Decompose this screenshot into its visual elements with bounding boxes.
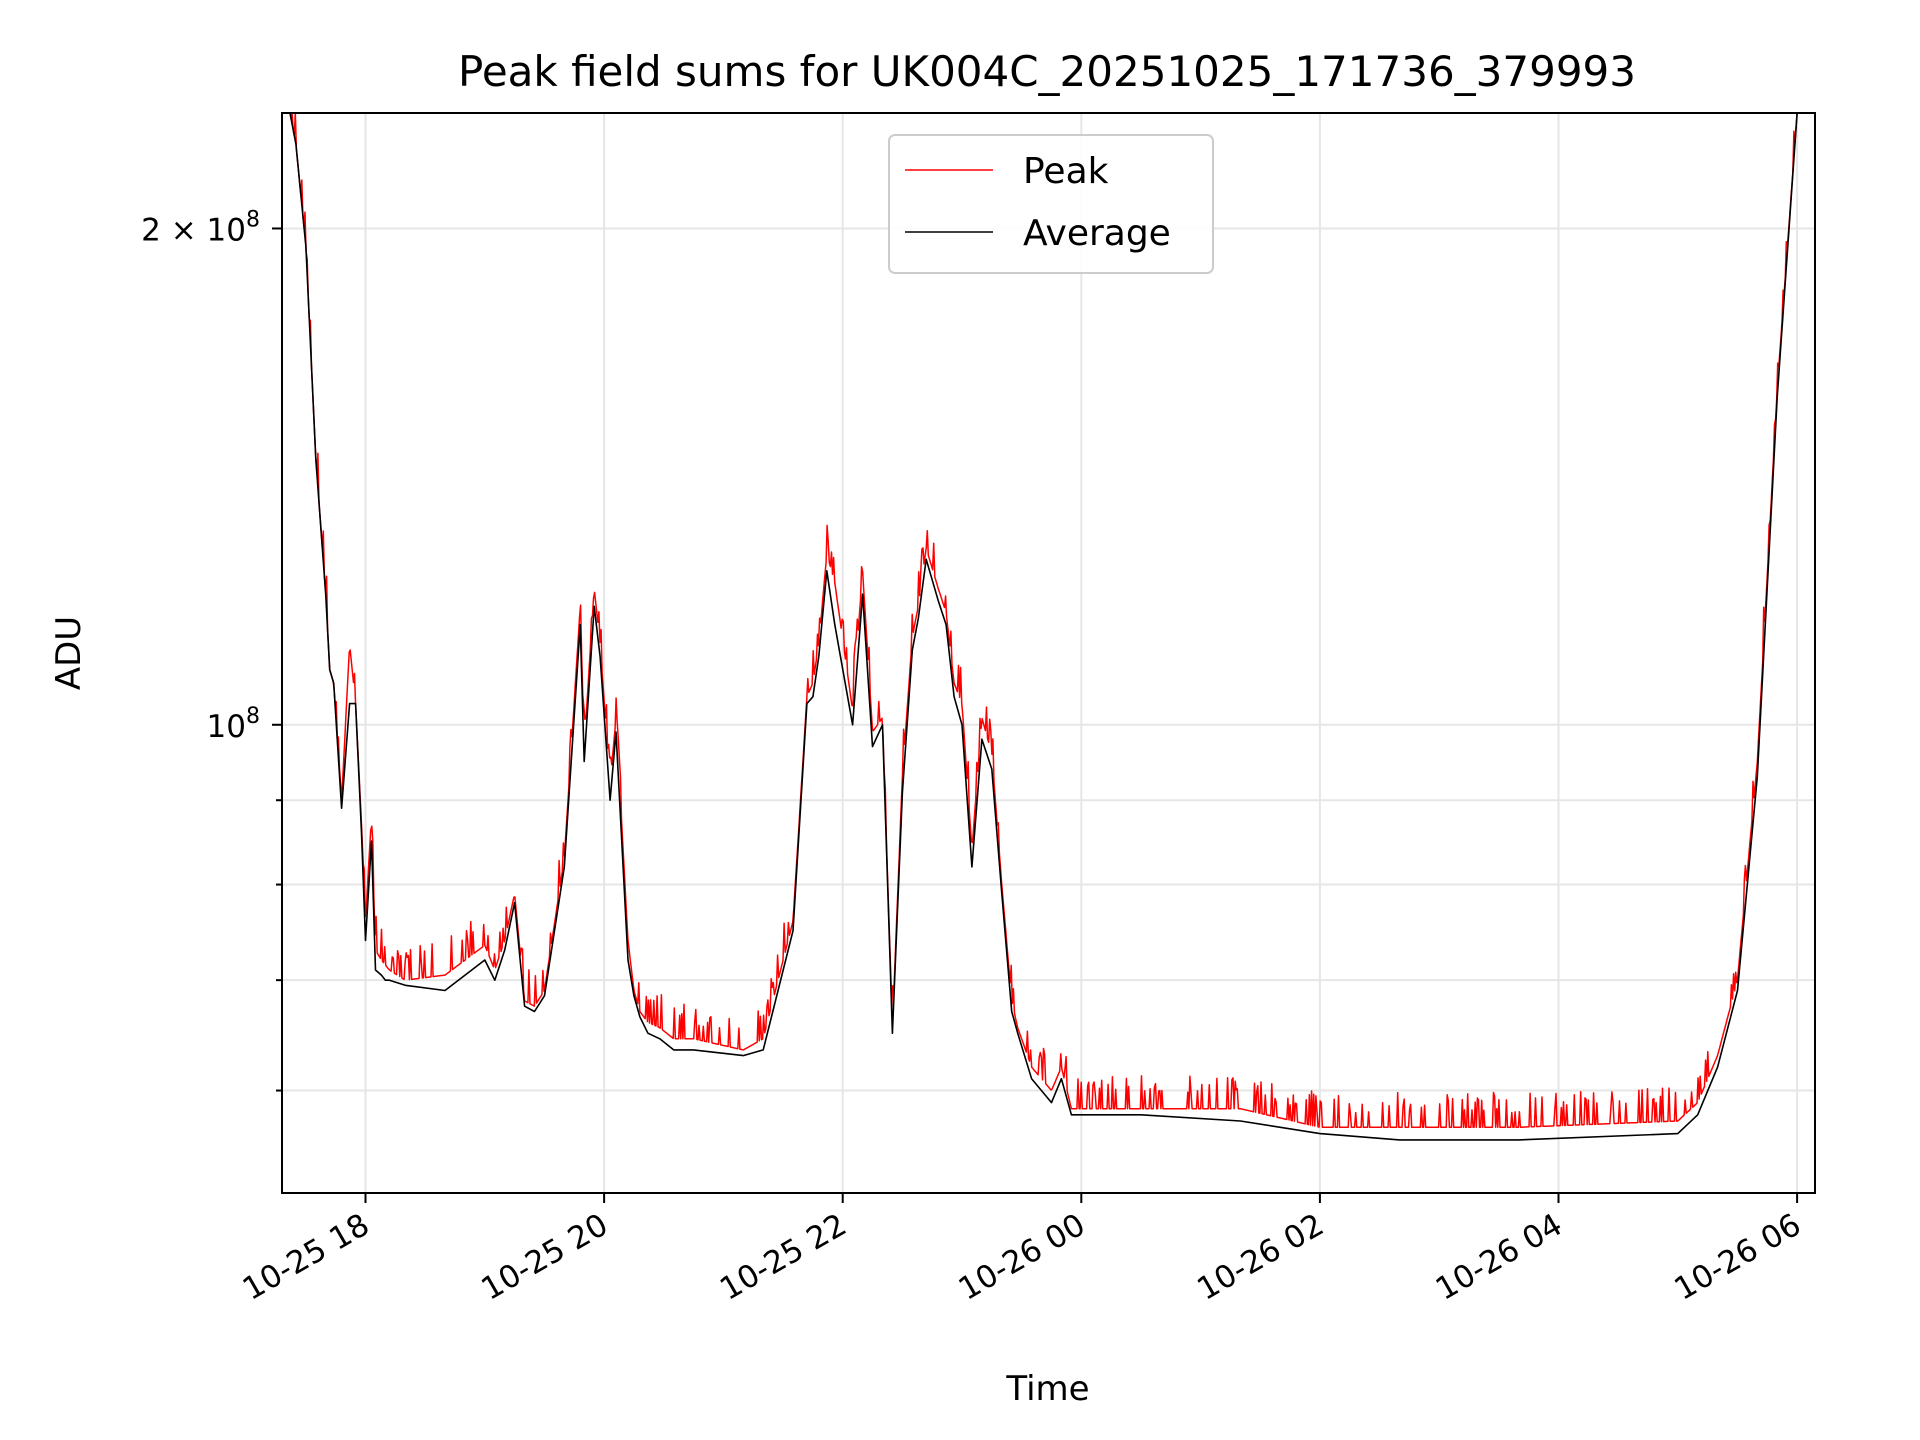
grid-lines	[282, 113, 1815, 1193]
legend: Peak Average	[888, 134, 1214, 274]
y-tick-label: 108	[207, 704, 260, 745]
legend-average-label: Average	[1023, 213, 1171, 254]
chart-title: Peak field sums for UK004C_20251025_1717…	[458, 47, 1636, 96]
series-line-peak	[289, 112, 1798, 1129]
plot-series	[289, 112, 1798, 1141]
series-peak	[289, 112, 1798, 1129]
series-line-average	[289, 112, 1798, 1141]
y-axis-title: ADU	[49, 616, 89, 690]
series-average	[289, 112, 1798, 1141]
legend-peak-label: Peak	[1023, 151, 1109, 192]
y-tick-label: 2 × 108	[141, 207, 260, 248]
y-axis: 108 2 × 108	[141, 207, 282, 1092]
plot-frame	[281, 112, 1816, 1194]
x-axis-title: Time	[1005, 1369, 1089, 1409]
